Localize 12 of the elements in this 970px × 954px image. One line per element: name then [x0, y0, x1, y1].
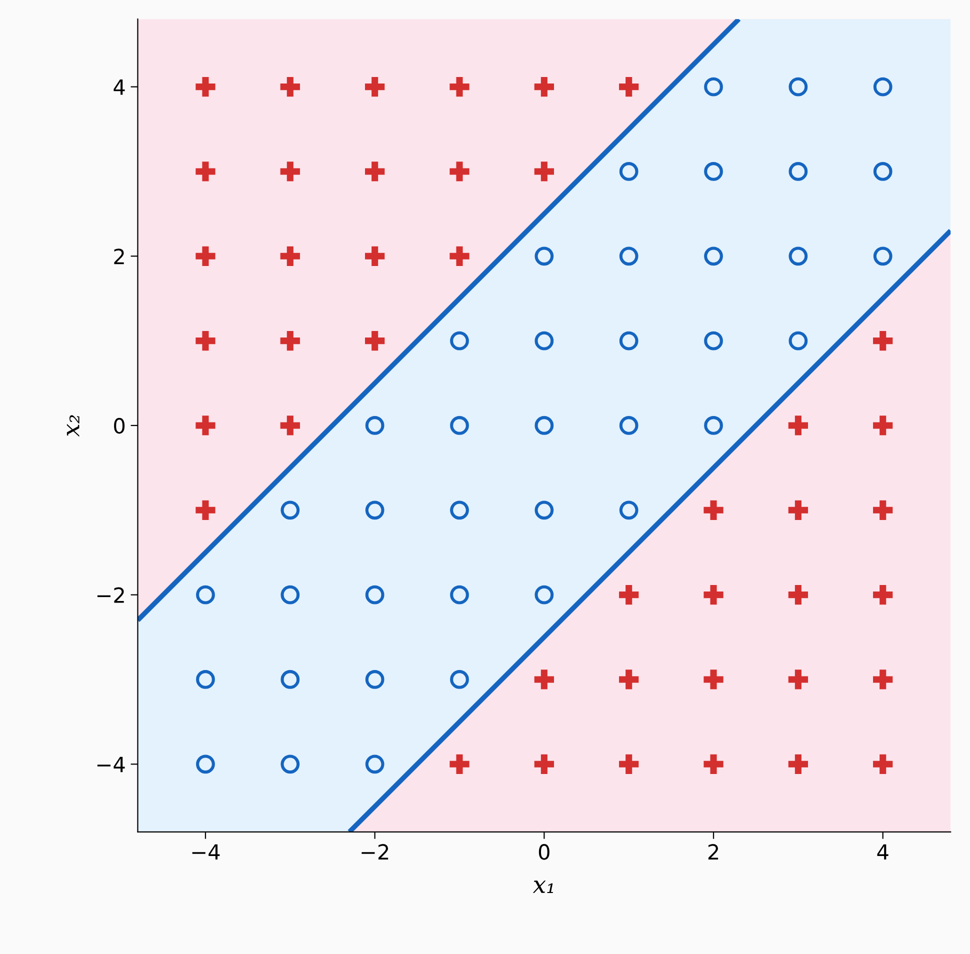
y-tick-label: 2	[114, 248, 124, 264]
x-tick-label: 2	[708, 844, 718, 860]
x-axis-title: x₁	[532, 880, 553, 893]
y-tick-label: −4	[97, 756, 125, 772]
x-tick-label: 4	[877, 844, 888, 860]
x-tick-label: 0	[538, 844, 550, 860]
y-axis-title: x₂	[66, 415, 80, 437]
y-tick-label: −2	[97, 587, 124, 603]
y-tick-label: 4	[114, 80, 125, 95]
x-tick-label: −4	[192, 844, 220, 860]
y-tick-label: 0	[114, 418, 125, 434]
x-tick-label: −2	[362, 844, 388, 860]
